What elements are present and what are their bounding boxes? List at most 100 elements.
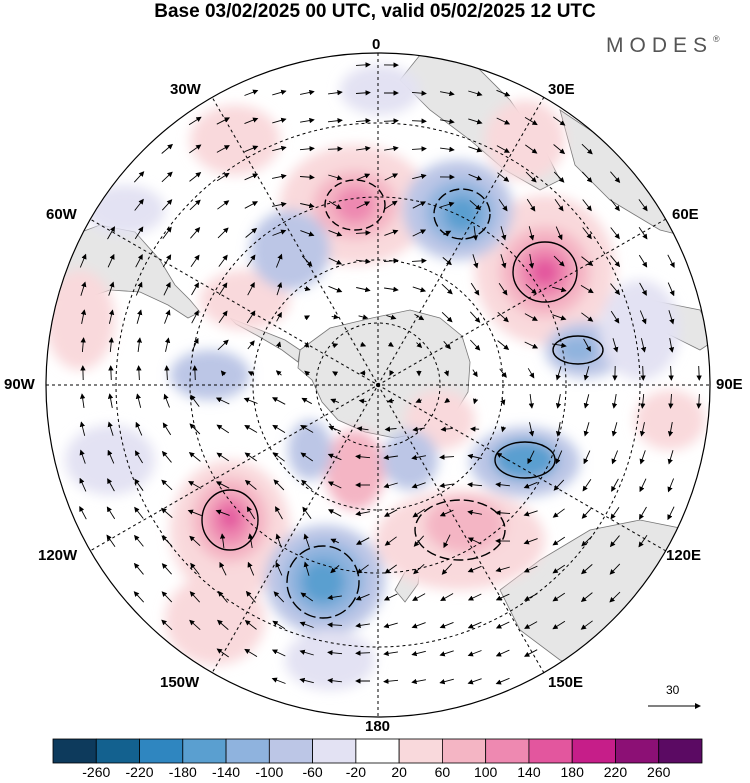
wind-vector-arrow [244, 201, 258, 209]
wind-vector-arrow [189, 144, 202, 154]
wind-vector-arrow [441, 563, 453, 575]
colorbar-tick-label: -260 [82, 764, 111, 780]
wind-vector-arrow [275, 370, 282, 376]
wind-vector-arrow [552, 342, 567, 349]
anomaly-positive-4-core [425, 497, 505, 553]
wind-vector-arrow [497, 340, 510, 350]
wind-vector-arrow [639, 282, 647, 296]
wind-vector-arrow [161, 450, 172, 463]
wind-vector-arrow [612, 338, 619, 353]
wind-vector-arrow [161, 479, 173, 491]
wind-vector-arrow [411, 482, 426, 489]
wind-vector-arrow [497, 172, 510, 182]
wind-vector-arrow [389, 369, 395, 377]
wind-vector-arrow [583, 366, 590, 381]
wind-vector-arrow [299, 649, 314, 656]
wind-vector-arrow [107, 253, 115, 268]
circulation-contour-6 [324, 179, 386, 231]
wind-vector-arrow [79, 421, 86, 436]
wind-vector-arrow [472, 369, 478, 378]
wind-vector-arrow [246, 254, 256, 268]
wind-vector-arrow [246, 310, 256, 324]
wind-vector-arrow [552, 508, 565, 518]
wind-vector-arrow [303, 341, 310, 348]
wind-vector-arrow [271, 649, 286, 657]
wind-vector-arrow [467, 482, 483, 488]
wind-vector-arrow [441, 311, 453, 323]
wind-vector-arrow [553, 479, 565, 491]
wind-vector-arrow [327, 678, 342, 684]
wind-vector-arrow [299, 146, 315, 152]
wind-vector-arrow [440, 90, 455, 97]
wind-vector-arrow [300, 592, 314, 602]
wind-vector-arrow [272, 397, 286, 405]
wind-vector-arrow [495, 510, 511, 516]
wind-vector-arrow [609, 591, 621, 603]
wind-vector-arrow [134, 534, 144, 547]
colorbar-tick-label: 180 [560, 764, 584, 780]
wind-vector-arrow [328, 200, 342, 210]
wind-vector-arrow [500, 426, 507, 433]
wind-vector-arrow [300, 202, 315, 209]
wind-vector-arrow [272, 452, 285, 462]
circulation-contour-8 [414, 499, 506, 561]
wind-vector-arrow [439, 678, 454, 685]
wind-vector-arrow [528, 422, 535, 437]
wind-vector-arrow [272, 229, 287, 236]
wind-vector-arrow [552, 286, 567, 293]
wind-vector-arrow [610, 171, 621, 183]
wind-vector-arrow [244, 425, 258, 433]
colorbar-swatch [615, 738, 660, 764]
wind-vector-arrow [330, 538, 339, 544]
wind-vector-arrow [555, 422, 562, 437]
wind-vector-arrow [218, 254, 228, 267]
wind-vector-arrow [135, 393, 142, 408]
wind-vector-arrow [414, 313, 425, 321]
wind-vector-arrow [356, 286, 371, 293]
wind-vector-arrow [189, 199, 201, 211]
wind-vector-arrow [470, 282, 480, 296]
wind-vector-arrow [411, 118, 427, 124]
wind-vector-arrow [356, 564, 369, 574]
wind-vector-arrow [443, 341, 451, 350]
map-boundary [45, 52, 711, 718]
wind-vector-arrow [246, 506, 256, 520]
wind-vector-arrow [499, 368, 507, 378]
wind-vector-arrow [553, 144, 566, 155]
wind-vector-arrow [552, 314, 567, 321]
wind-vector-arrow [217, 227, 229, 239]
wind-vector-arrow [439, 621, 454, 629]
wind-vector-arrow [328, 229, 343, 237]
wind-vector-arrow [468, 173, 483, 181]
label-60w: 60W [46, 206, 77, 223]
wind-vector-arrow [500, 397, 506, 406]
wind-vector-arrow [527, 450, 535, 465]
colorbar-swatch [268, 738, 314, 764]
wind-vector-arrow [496, 452, 510, 462]
wind-vector-arrow [299, 621, 314, 628]
circulation-contour-3 [286, 545, 360, 619]
colorbar-tick-label: 220 [603, 764, 628, 780]
wind-vector-arrow [217, 619, 229, 630]
wind-vector-arrow [696, 365, 702, 381]
wind-vector-arrow [383, 622, 398, 629]
wind-vector-arrow [244, 452, 257, 462]
wind-vector-arrow [668, 393, 674, 409]
wind-vector-arrow [497, 311, 509, 323]
wind-vector-arrow [443, 230, 452, 236]
colorbar-swatch [95, 738, 140, 764]
wind-vector-arrow [135, 421, 143, 436]
wind-vector-arrow [244, 145, 259, 153]
colorbar-tick-label: 20 [391, 764, 407, 780]
wind-vector-arrow [216, 145, 230, 153]
wind-vector-arrow [524, 593, 538, 601]
anomaly-negative-12 [340, 65, 420, 115]
wind-vector-arrow [523, 565, 538, 573]
wind-vector-arrow [136, 309, 143, 324]
wind-vector-arrow [358, 314, 369, 320]
anomaly-positive-12 [165, 575, 265, 665]
wind-vector-arrow [442, 257, 452, 266]
wind-vector-arrow [411, 678, 426, 685]
wind-vector-arrow [360, 341, 367, 347]
